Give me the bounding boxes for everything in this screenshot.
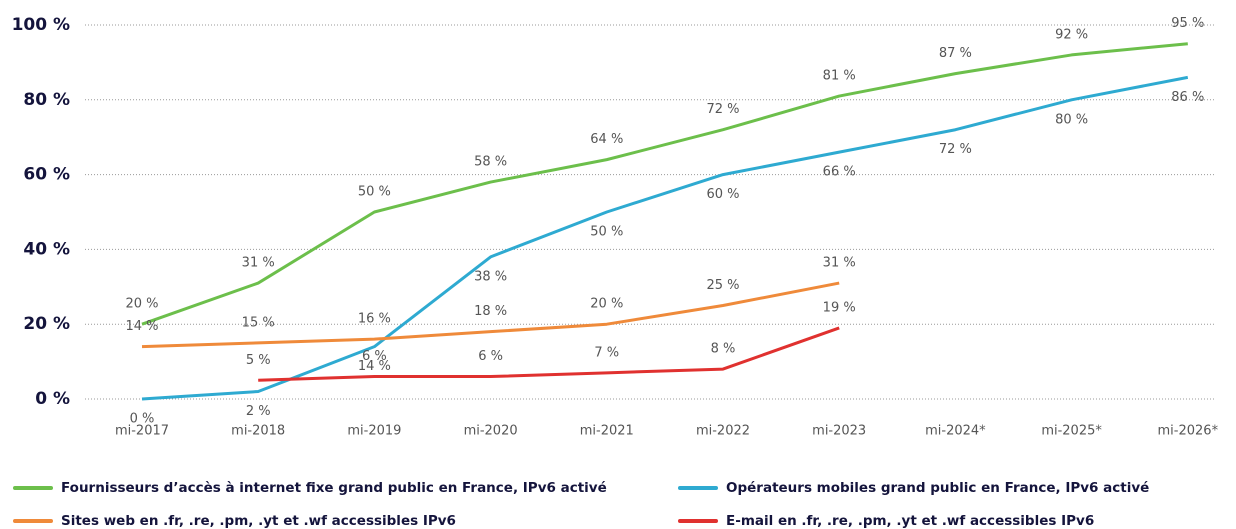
- data-label: 31 %: [242, 256, 275, 271]
- legend-label: Sites web en .fr, .re, .pm, .yt et .wf a…: [61, 513, 456, 529]
- data-label: 92 %: [1055, 27, 1088, 42]
- data-label: 6 %: [362, 349, 387, 364]
- data-label: 6 %: [478, 349, 503, 364]
- x-tick-label: mi-2021: [580, 424, 634, 439]
- legend-label: Fournisseurs d’accès à internet fixe gra…: [61, 480, 607, 496]
- data-label: 14 %: [125, 319, 158, 334]
- x-tick-label: mi-2023: [812, 424, 866, 439]
- data-label: 8 %: [711, 342, 736, 357]
- x-tick-label: mi-2024*: [925, 424, 986, 439]
- series-line: [141, 42, 1188, 326]
- series-line: [141, 281, 840, 349]
- data-label: 38 %: [474, 269, 507, 284]
- x-tick-label: mi-2019: [347, 424, 401, 439]
- x-tick-label: mi-2026*: [1158, 424, 1219, 439]
- data-label: 2 %: [246, 404, 271, 419]
- data-label: 64 %: [590, 132, 623, 147]
- x-tick-label: mi-2020: [464, 424, 518, 439]
- data-label: 31 %: [823, 256, 856, 271]
- data-label: 72 %: [939, 142, 972, 157]
- y-tick-label: 80 %: [23, 90, 70, 110]
- x-tick-label: mi-2022: [696, 424, 750, 439]
- data-label: 72 %: [706, 102, 739, 117]
- x-tick-label: mi-2025*: [1041, 424, 1102, 439]
- series-line: [141, 75, 1189, 401]
- y-tick-label: 100 %: [12, 15, 70, 35]
- data-label: 87 %: [939, 46, 972, 61]
- y-tick-label: 60 %: [23, 165, 70, 185]
- data-label: 18 %: [474, 304, 507, 319]
- data-label: 80 %: [1055, 112, 1088, 127]
- data-label: 95 %: [1171, 16, 1204, 31]
- data-label: 86 %: [1171, 90, 1204, 105]
- x-tick-label: mi-2017: [115, 424, 169, 439]
- data-label: 81 %: [823, 69, 856, 84]
- y-tick-label: 0 %: [35, 389, 70, 409]
- series-line: [258, 326, 840, 382]
- data-label: 50 %: [590, 225, 623, 240]
- data-label: 58 %: [474, 155, 507, 170]
- data-label: 25 %: [706, 278, 739, 293]
- data-label: 5 %: [246, 353, 271, 368]
- data-label: 14 %: [358, 359, 391, 374]
- x-tick-label: mi-2018: [231, 424, 285, 439]
- data-label: 15 %: [242, 315, 275, 330]
- y-tick-label: 20 %: [23, 314, 70, 334]
- data-label: 66 %: [823, 165, 856, 180]
- y-tick-label: 40 %: [23, 239, 70, 259]
- data-label: 16 %: [358, 312, 391, 327]
- data-label: 20 %: [125, 297, 158, 312]
- data-label: 20 %: [590, 297, 623, 312]
- data-label: 60 %: [706, 187, 739, 202]
- data-label: 19 %: [823, 300, 856, 315]
- data-label: 7 %: [594, 345, 619, 360]
- legend-label: E-mail en .fr, .re, .pm, .yt et .wf acce…: [726, 513, 1094, 529]
- data-label: 0 %: [130, 412, 155, 427]
- legend-label: Opérateurs mobiles grand public en Franc…: [726, 480, 1149, 496]
- data-label: 50 %: [358, 185, 391, 200]
